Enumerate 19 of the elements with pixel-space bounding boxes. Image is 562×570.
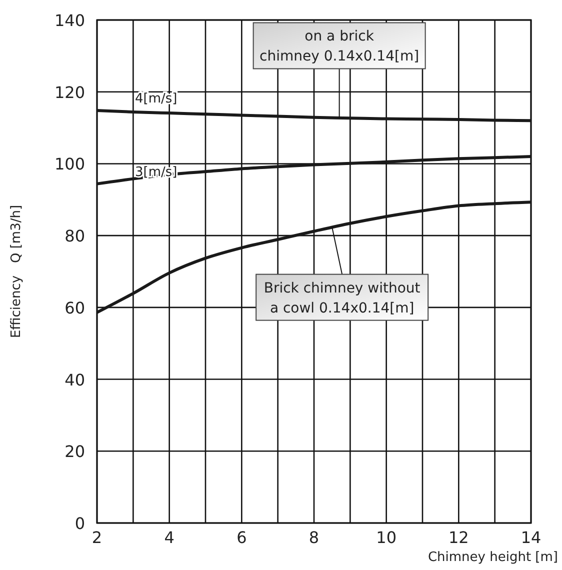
x-tick-label: 2 xyxy=(92,528,102,547)
x-tick-label: 10 xyxy=(376,528,397,547)
x-tick-label: 4 xyxy=(164,528,174,547)
y-tick-label: 140 xyxy=(54,11,85,30)
x-tick-label: 12 xyxy=(448,528,469,547)
y-tick-label: 0 xyxy=(74,514,85,533)
y-tick-label: 100 xyxy=(54,154,85,174)
x-tick-label: 6 xyxy=(236,528,247,547)
y-tick-label: 40 xyxy=(64,370,85,390)
x-axis-title: Chimney height [m] xyxy=(428,550,558,565)
y-tick-label: 80 xyxy=(64,226,85,246)
y-tick-label: 20 xyxy=(64,442,85,462)
y-tick-label: 60 xyxy=(64,298,85,318)
annotation: Brick chimney without a cowl 0.14x0.14[m] xyxy=(264,280,421,316)
y-axis-title: Efficiency Q [m3/h] xyxy=(9,204,24,338)
y-tick-label: 120 xyxy=(54,82,85,102)
x-tick-label: 8 xyxy=(308,528,320,547)
annotation: on a brick chimney 0.14x0.14[m] xyxy=(260,28,420,65)
x-tick-label: 14 xyxy=(520,528,542,547)
